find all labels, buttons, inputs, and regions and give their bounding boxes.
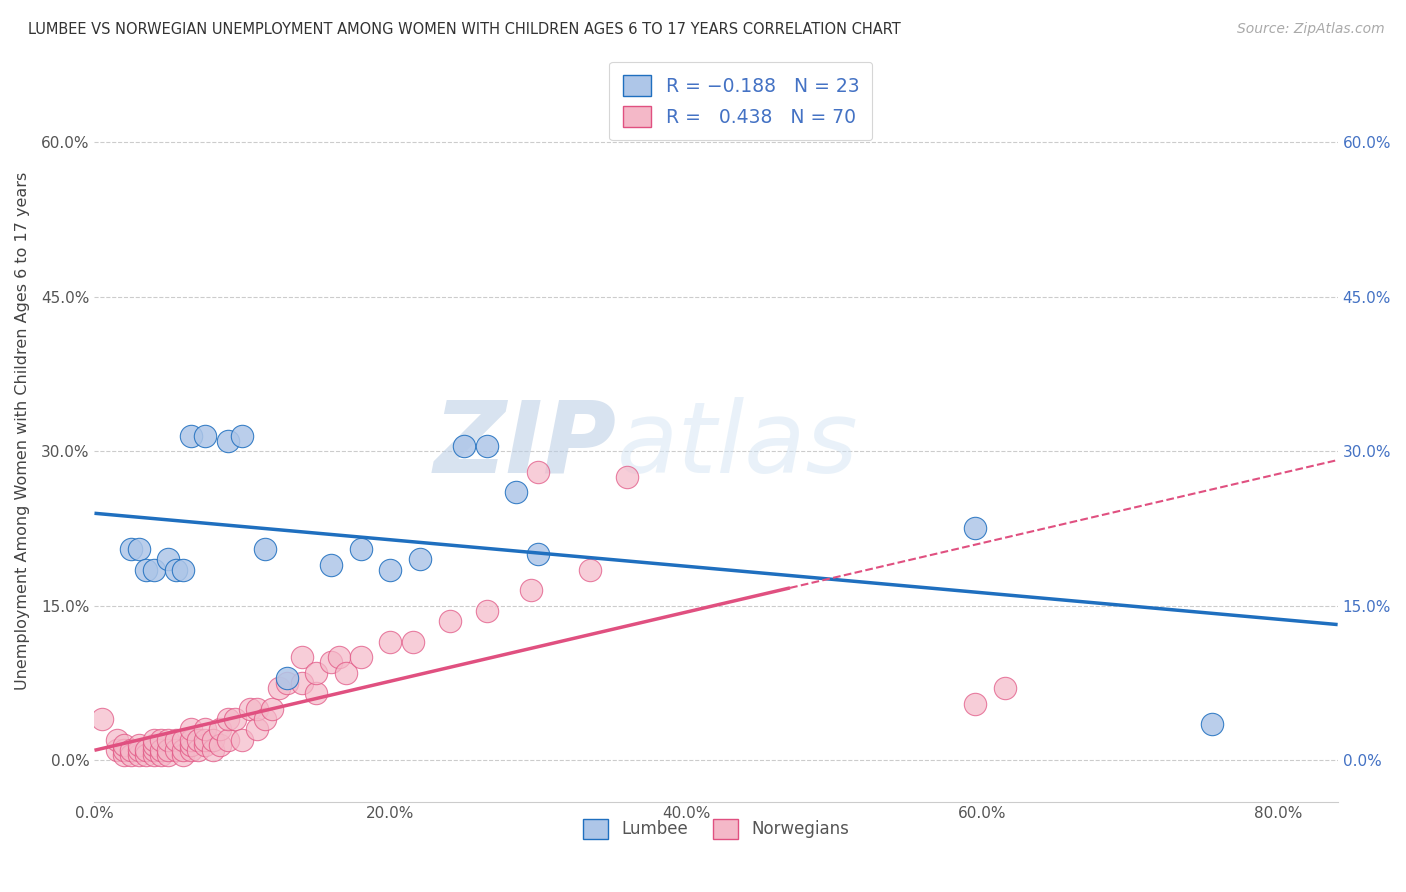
Point	[409, 552, 432, 566]
Text: ZIP: ZIP	[433, 397, 617, 494]
Point	[180, 428, 202, 442]
Point	[321, 656, 343, 670]
Point	[527, 547, 550, 561]
Point	[253, 712, 276, 726]
Point	[963, 697, 986, 711]
Point	[128, 542, 150, 557]
Point	[121, 542, 143, 557]
Point	[112, 738, 135, 752]
Point	[994, 681, 1017, 696]
Point	[305, 665, 328, 680]
Point	[142, 738, 165, 752]
Point	[201, 732, 224, 747]
Point	[165, 563, 187, 577]
Text: atlas: atlas	[617, 397, 858, 494]
Point	[217, 434, 239, 448]
Point	[187, 732, 209, 747]
Point	[121, 743, 143, 757]
Point	[194, 723, 217, 737]
Point	[172, 732, 194, 747]
Point	[253, 542, 276, 557]
Point	[209, 723, 232, 737]
Point	[142, 748, 165, 763]
Point	[157, 552, 180, 566]
Point	[112, 743, 135, 757]
Point	[335, 665, 357, 680]
Point	[180, 732, 202, 747]
Point	[157, 732, 180, 747]
Point	[150, 743, 173, 757]
Point	[165, 743, 187, 757]
Text: Source: ZipAtlas.com: Source: ZipAtlas.com	[1237, 22, 1385, 37]
Point	[105, 743, 128, 757]
Point	[291, 676, 314, 690]
Point	[527, 465, 550, 479]
Point	[269, 681, 291, 696]
Point	[239, 702, 262, 716]
Point	[262, 702, 284, 716]
Point	[520, 583, 543, 598]
Point	[157, 748, 180, 763]
Point	[187, 743, 209, 757]
Point	[505, 485, 527, 500]
Point	[380, 563, 402, 577]
Point	[276, 671, 298, 685]
Legend: Lumbee, Norwegians: Lumbee, Norwegians	[576, 813, 856, 846]
Point	[128, 748, 150, 763]
Point	[439, 614, 461, 628]
Point	[105, 732, 128, 747]
Point	[172, 748, 194, 763]
Point	[142, 563, 165, 577]
Point	[402, 635, 425, 649]
Point	[305, 686, 328, 700]
Point	[121, 748, 143, 763]
Point	[616, 470, 638, 484]
Point	[217, 712, 239, 726]
Point	[963, 521, 986, 535]
Point	[135, 748, 157, 763]
Point	[180, 723, 202, 737]
Point	[157, 743, 180, 757]
Y-axis label: Unemployment Among Women with Children Ages 6 to 17 years: Unemployment Among Women with Children A…	[15, 171, 30, 690]
Point	[224, 712, 246, 726]
Point	[579, 563, 602, 577]
Point	[150, 732, 173, 747]
Point	[194, 738, 217, 752]
Point	[90, 712, 112, 726]
Text: LUMBEE VS NORWEGIAN UNEMPLOYMENT AMONG WOMEN WITH CHILDREN AGES 6 TO 17 YEARS CO: LUMBEE VS NORWEGIAN UNEMPLOYMENT AMONG W…	[28, 22, 901, 37]
Point	[246, 723, 269, 737]
Point	[231, 428, 253, 442]
Point	[180, 743, 202, 757]
Point	[1201, 717, 1223, 731]
Point	[165, 732, 187, 747]
Point	[112, 748, 135, 763]
Point	[276, 676, 298, 690]
Point	[475, 439, 498, 453]
Point	[475, 604, 498, 618]
Point	[194, 732, 217, 747]
Point	[142, 732, 165, 747]
Point	[217, 732, 239, 747]
Point	[142, 743, 165, 757]
Point	[128, 738, 150, 752]
Point	[150, 748, 173, 763]
Point	[350, 650, 373, 665]
Point	[172, 563, 194, 577]
Point	[135, 743, 157, 757]
Point	[453, 439, 475, 453]
Point	[180, 738, 202, 752]
Point	[350, 542, 373, 557]
Point	[209, 738, 232, 752]
Point	[321, 558, 343, 572]
Point	[135, 563, 157, 577]
Point	[246, 702, 269, 716]
Point	[328, 650, 350, 665]
Point	[194, 428, 217, 442]
Point	[231, 732, 253, 747]
Point	[128, 743, 150, 757]
Point	[291, 650, 314, 665]
Point	[201, 743, 224, 757]
Point	[380, 635, 402, 649]
Point	[172, 743, 194, 757]
